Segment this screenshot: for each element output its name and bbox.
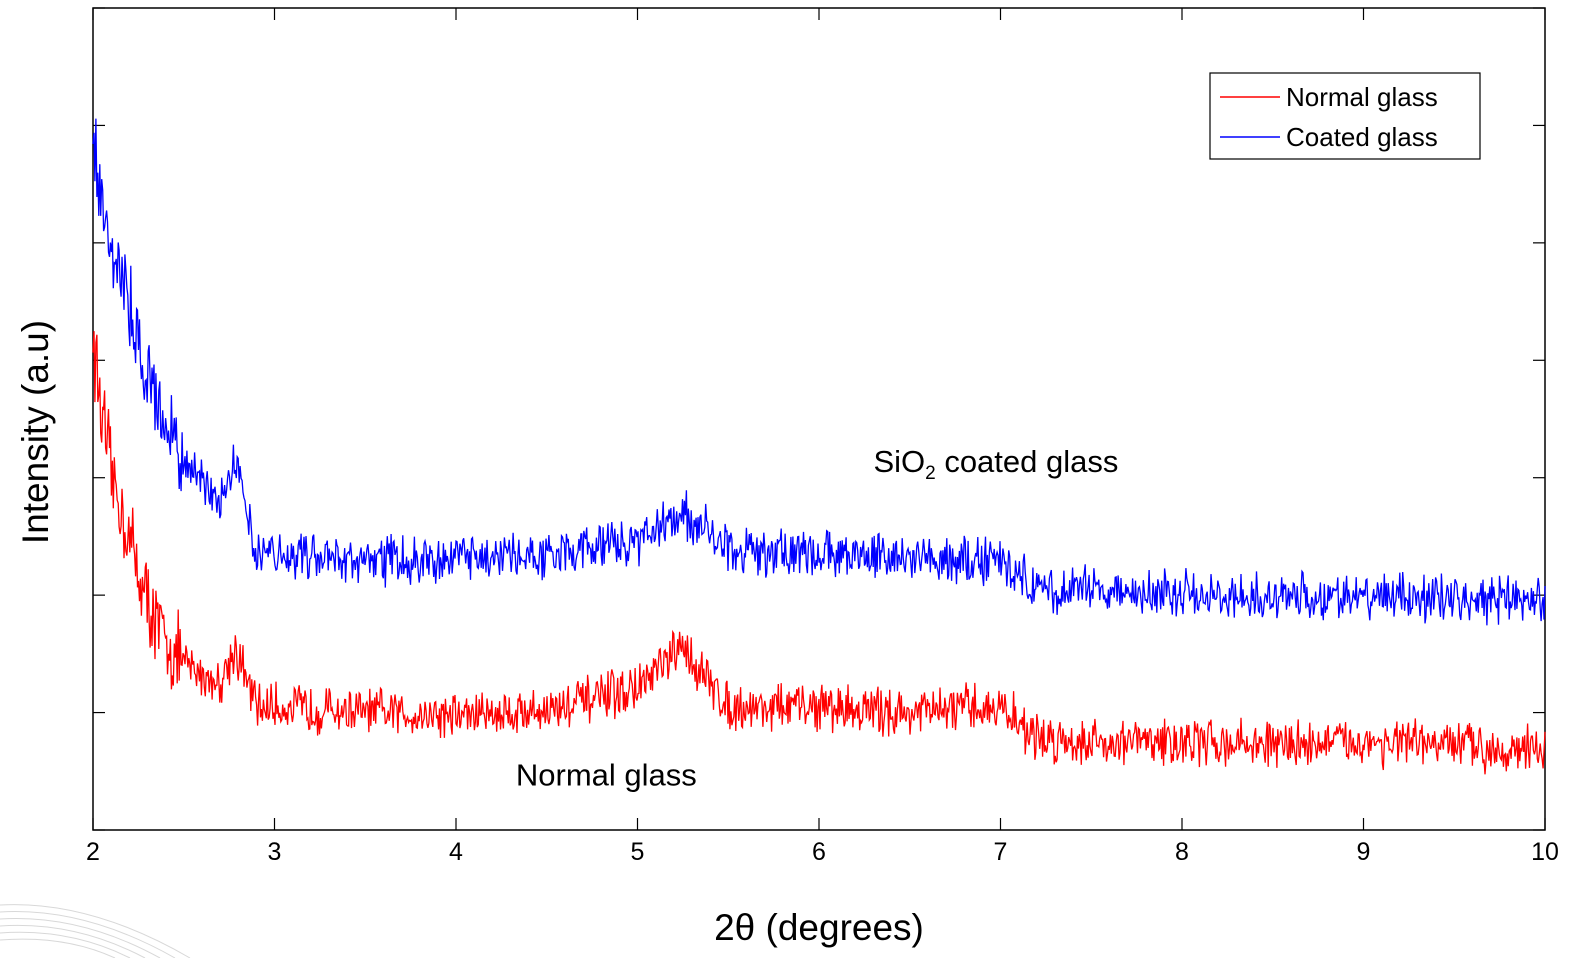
annotation-coated-subscript: 2 bbox=[925, 463, 936, 484]
x-tick-label: 8 bbox=[1175, 838, 1189, 866]
y-axis-title: Intensity (a.u) bbox=[15, 320, 56, 544]
legend-box bbox=[1209, 72, 1481, 160]
axis-ticks bbox=[92, 7, 1546, 831]
x-axis-title: 2θ (degrees) bbox=[714, 907, 924, 948]
annotation-normal-glass: Normal glass bbox=[516, 757, 697, 792]
plot-lines bbox=[92, 118, 1546, 775]
x-tick-label: 7 bbox=[994, 838, 1008, 866]
series-line-normal-glass bbox=[92, 331, 1546, 775]
legend-label-normal-glass: Normal glass bbox=[1286, 82, 1438, 112]
legend: Normal glass Coated glass bbox=[1209, 72, 1481, 160]
decorative-swoosh bbox=[0, 904, 191, 958]
annotation-coated-rest: coated glass bbox=[936, 444, 1119, 479]
legend-label-coated-glass: Coated glass bbox=[1286, 122, 1438, 152]
x-tick-label: 10 bbox=[1531, 838, 1559, 866]
x-tick-label: 4 bbox=[449, 838, 463, 866]
annotation-coated-glass: SiO2 coated glass bbox=[873, 444, 1118, 484]
series-line-coated-glass bbox=[92, 118, 1546, 626]
x-tick-labels: 2 3 4 5 6 7 8 9 10 bbox=[86, 838, 1559, 866]
x-tick-label: 3 bbox=[268, 838, 282, 866]
x-tick-label: 5 bbox=[631, 838, 645, 866]
x-tick-label: 6 bbox=[812, 838, 826, 866]
x-tick-label: 2 bbox=[86, 838, 100, 866]
annotation-coated-base: SiO bbox=[873, 444, 925, 479]
x-tick-label: 9 bbox=[1357, 838, 1371, 866]
